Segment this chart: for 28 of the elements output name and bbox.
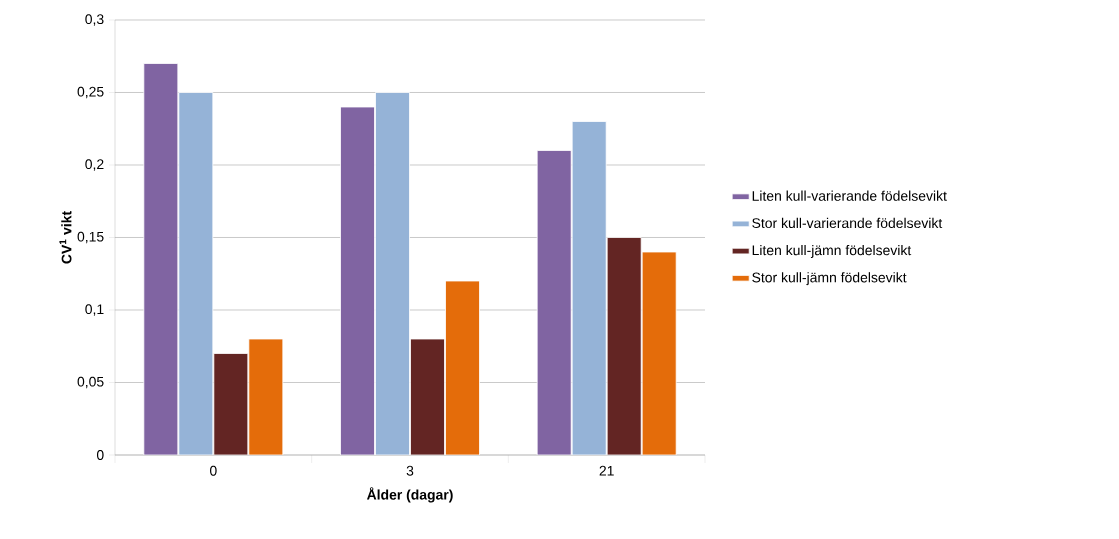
bar <box>410 338 445 455</box>
legend-label: Stor kull-varierande födelsevikt <box>752 217 943 229</box>
y-tick-label: 0,1 <box>85 304 104 316</box>
bar <box>213 353 249 455</box>
x-tick-label: 0 <box>210 465 217 476</box>
bar <box>375 92 410 455</box>
bar <box>641 251 677 455</box>
bar <box>340 106 375 455</box>
bar <box>536 150 572 455</box>
x-tick-label: 21 <box>599 465 614 476</box>
y-tick-label: 0,05 <box>77 376 104 389</box>
y-tick-label: 0,25 <box>77 86 104 99</box>
y-tick-label: 0 <box>96 450 104 460</box>
y-axis-title: CV$^{1}$ vikt <box>59 211 72 264</box>
bar <box>571 121 607 455</box>
bar <box>178 92 214 455</box>
legend-label: Stor kull-jämn födelsevikt <box>752 272 907 286</box>
bar <box>606 237 642 455</box>
y-tick-label: 0,2 <box>85 159 104 171</box>
bar <box>143 63 179 455</box>
bar <box>248 338 284 455</box>
y-tick-label: 0,3 <box>85 14 104 26</box>
y-tick-label: 0,15 <box>77 231 104 244</box>
x-axis-title: Ålder (dagar) <box>366 487 453 503</box>
x-tick-label: 3 <box>406 465 414 476</box>
legend-label: Liten kull-jämn födelsevikt <box>752 244 912 258</box>
bar <box>445 280 480 455</box>
legend-label: Liten kull-varierande födelsevikt <box>752 190 947 201</box>
